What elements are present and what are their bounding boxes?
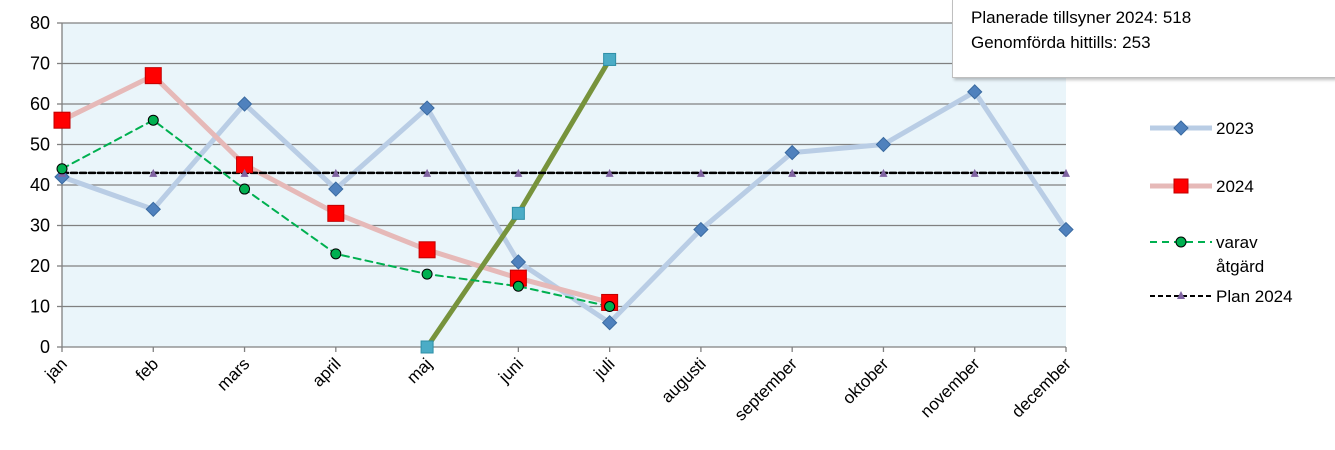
x-tick-label: november (917, 354, 984, 421)
data-point-plan-2024 (331, 168, 340, 177)
data-point-2024 (53, 111, 71, 129)
x-tick-label: feb (132, 354, 162, 384)
x-tick-label: augusti (658, 354, 710, 406)
x-tick-label: april (308, 354, 344, 390)
y-tick-label: 60 (30, 94, 50, 114)
legend-label-2024: 2024 (1216, 177, 1254, 196)
legend-marker-2024 (1173, 178, 1189, 194)
legend-marker-varav (1175, 236, 1187, 248)
y-tick-label: 70 (30, 54, 50, 74)
data-point-2023 (693, 221, 709, 238)
data-point-varav-åtgärd (56, 163, 68, 175)
data-point-plan-2024 (514, 168, 523, 177)
legend-item-2024: 2024 (1150, 177, 1254, 196)
data-point-2023 (967, 84, 983, 100)
data-point-unnamed (420, 340, 434, 354)
data-point-plan-2024 (970, 168, 979, 177)
legend: 2023 2024 varav åtgärd Plan 2024 (1150, 119, 1293, 306)
y-tick-labels: 0 10 20 30 40 50 60 70 80 (30, 13, 50, 357)
data-point-plan-2024 (696, 168, 705, 177)
planned-inspections-text: Planerade tillsyner 2024: 518 (971, 8, 1192, 27)
data-point-2024 (144, 67, 162, 85)
y-tick-label: 0 (40, 337, 50, 357)
data-point-plan-2024 (605, 168, 614, 177)
data-point-2024 (327, 204, 345, 222)
completed-so-far-text: Genomförda hittills: 253 (971, 33, 1151, 52)
data-point-plan-2024 (879, 168, 888, 177)
x-tick-label: juli (590, 354, 619, 383)
data-point-2023 (784, 144, 800, 161)
gridlines (62, 22, 1066, 308)
data-point-unnamed (603, 52, 617, 66)
data-point-2023 (1058, 221, 1074, 238)
data-point-varav-åtgärd (330, 248, 342, 260)
data-point-plan-2024 (1062, 168, 1070, 177)
x-tick-labels: jan feb mars april maj juni juli augusti septemb… (41, 354, 1075, 424)
data-point-plan-2024 (423, 168, 432, 177)
data-point-2023 (54, 169, 70, 185)
data-point-varav-åtgärd (239, 183, 251, 195)
data-point-varav-åtgärd (604, 301, 616, 312)
y-tick-label: 20 (30, 256, 50, 276)
data-point-plan-2024 (788, 168, 797, 177)
y-tick-label: 50 (30, 135, 50, 155)
data-point-varav-åtgärd (512, 280, 524, 292)
legend-marker-plan (1177, 291, 1185, 299)
y-tick-label: 80 (30, 13, 50, 33)
series-group (53, 52, 1074, 354)
legend-item-plan-2024: Plan 2024 (1150, 287, 1293, 306)
data-point-2023 (236, 96, 253, 112)
legend-item-varav-atgard: varav åtgärd (1150, 233, 1264, 276)
data-point-2023 (328, 181, 344, 197)
data-point-2024 (418, 241, 436, 259)
data-point-plan-2024 (240, 168, 249, 177)
data-point-2023 (601, 314, 618, 331)
x-tick-label: mars (213, 354, 253, 394)
axes (57, 22, 1067, 352)
y-tick-label: 30 (30, 216, 50, 236)
legend-label-atgard: åtgärd (1216, 257, 1264, 276)
x-tick-label: december (1008, 354, 1075, 421)
y-tick-label: 40 (30, 175, 50, 195)
info-box: Planerade tillsyner 2024: 518 Genomförda… (952, 0, 1335, 78)
data-point-unnamed (511, 206, 525, 220)
y-tick-label: 10 (30, 297, 50, 317)
x-tick-label: oktober (839, 354, 893, 408)
legend-label-2023: 2023 (1216, 119, 1254, 138)
x-tick-label: maj (403, 354, 436, 387)
data-point-varav-åtgärd (421, 268, 433, 280)
x-tick-label: september (731, 354, 801, 424)
data-point-2023 (875, 136, 892, 153)
data-point-2023 (145, 201, 161, 218)
data-point-plan-2024 (149, 168, 158, 177)
legend-item-2023: 2023 (1150, 119, 1254, 138)
legend-label-varav: varav (1216, 233, 1258, 252)
data-point-2023 (419, 100, 435, 116)
data-point-varav-åtgärd (147, 114, 159, 126)
data-point-2023 (510, 254, 527, 270)
x-tick-label: jan (41, 354, 71, 384)
x-tick-label: juni (494, 354, 527, 387)
legend-label-plan: Plan 2024 (1216, 287, 1293, 306)
legend-marker-2023 (1173, 120, 1189, 136)
